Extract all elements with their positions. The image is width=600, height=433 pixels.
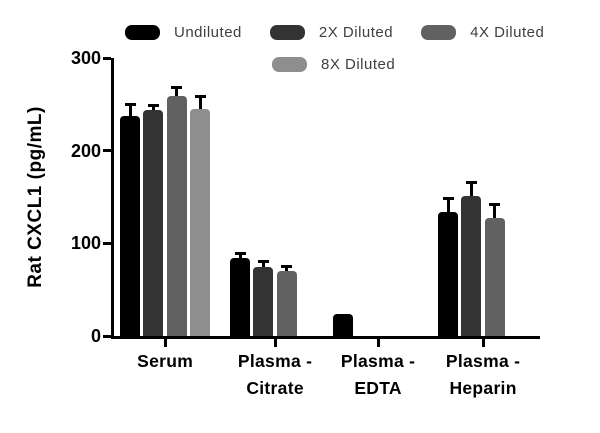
error-bar-stem: [128, 103, 132, 117]
error-bar-stem: [238, 251, 242, 259]
error-bar-cap: [281, 264, 293, 268]
y-tick-mark: [103, 149, 111, 153]
bar: [166, 96, 187, 336]
y-tick-label: 100: [70, 233, 101, 254]
error-bar-stem: [493, 202, 497, 219]
error-bar-stem: [198, 95, 202, 109]
error-bar-stem: [469, 181, 473, 197]
4x-diluted-swatch-icon: [421, 25, 457, 40]
bar: [143, 109, 164, 336]
error-bar-stem: [261, 260, 265, 268]
y-tick-mark: [103, 334, 111, 338]
bar: [461, 196, 482, 336]
bar: [253, 267, 274, 336]
bar: [230, 258, 250, 336]
legend-label: Undiluted: [174, 24, 242, 41]
bar: [190, 108, 211, 336]
legend-row-1: Undiluted 2X Diluted 4X Diluted: [125, 24, 544, 41]
error-bar-stem: [175, 85, 179, 96]
y-tick-label: 200: [70, 140, 101, 161]
y-axis-title: Rat CXCL1 (pg/mL): [25, 106, 46, 288]
error-bar-cap: [489, 202, 501, 206]
x-tick-label: Plasma - Heparin: [445, 351, 521, 398]
x-tick-mark: [163, 339, 167, 347]
x-tick-mark: [273, 339, 277, 347]
8x-diluted-swatch-icon: [272, 57, 307, 72]
x-tick-label: Plasma - EDTA: [340, 351, 416, 398]
bar: [120, 116, 140, 336]
plot-area: 0 100 200 300 Serum Plasma - Citrate Plasma - …: [71, 48, 540, 398]
legend-label: 8X Diluted: [321, 56, 396, 73]
bar: [333, 313, 353, 336]
y-tick-mark: [103, 56, 111, 60]
2x-diluted-swatch-icon: [269, 25, 305, 40]
legend-row-2: 8X Diluted: [272, 56, 395, 73]
x-tick-mark: [376, 339, 380, 347]
legend-label: 2X Diluted: [318, 24, 394, 41]
legend-item-8x-diluted: 8X Diluted: [272, 56, 395, 73]
legend-item-4x-diluted: 4X Diluted: [421, 24, 544, 41]
error-bar-cap: [171, 85, 183, 89]
error-bar-stem: [285, 264, 289, 272]
error-bar-cap: [234, 251, 246, 255]
x-tick-label: Serum: [137, 351, 194, 371]
legend-item-2x-diluted: 2X Diluted: [269, 24, 394, 41]
error-bar-cap: [194, 95, 206, 99]
bar: [484, 218, 505, 336]
error-bar-stem: [446, 197, 450, 212]
error-bar-cap: [147, 104, 159, 108]
legend-label: 4X Diluted: [470, 24, 545, 41]
x-tick-label: Plasma - Citrate: [237, 351, 313, 398]
error-bar-cap: [257, 260, 269, 264]
error-bar-cap: [442, 197, 454, 200]
bar: [438, 211, 458, 336]
bar: [276, 271, 297, 336]
error-bar-cap: [124, 103, 136, 107]
legend-item-undiluted: Undiluted: [125, 24, 242, 41]
y-tick-mark: [103, 241, 111, 245]
error-bar-cap: [465, 181, 477, 185]
y-tick-label: 300: [70, 48, 101, 68]
x-tick-mark: [481, 339, 485, 347]
y-tick-label: 0: [90, 326, 101, 346]
undiluted-swatch-icon: [125, 25, 160, 40]
